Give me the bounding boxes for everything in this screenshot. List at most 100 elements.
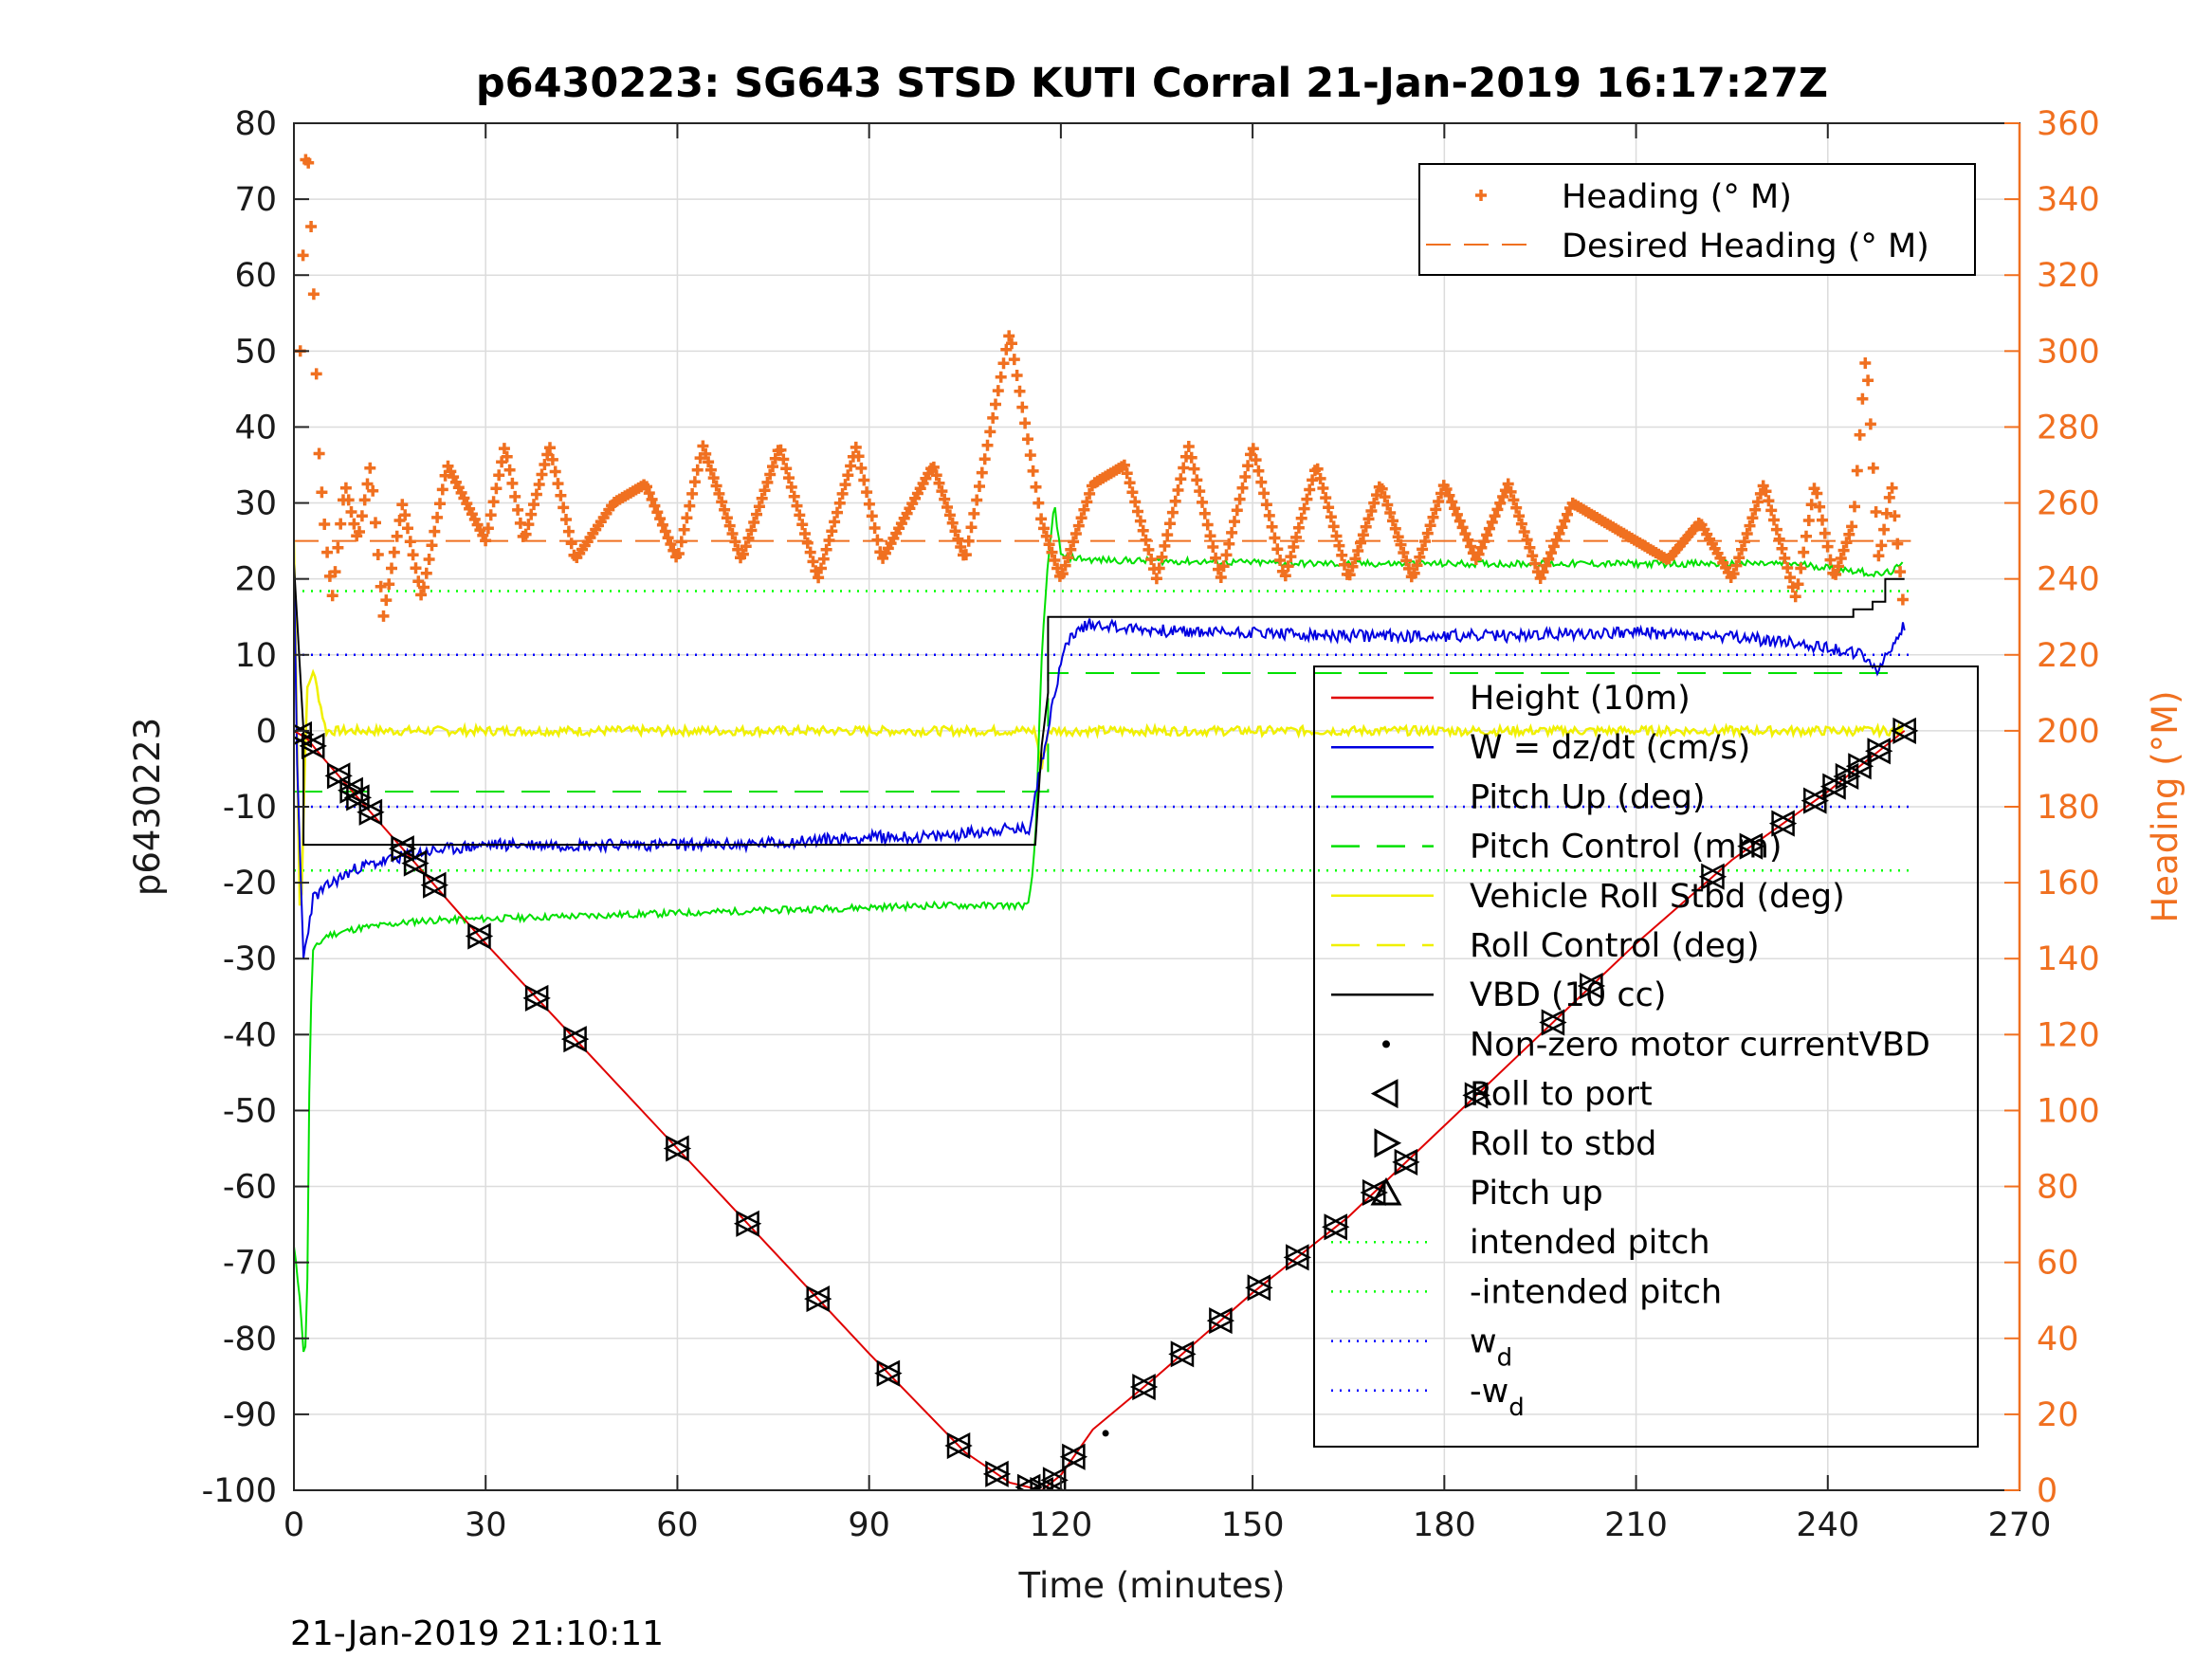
heading-marker	[1837, 544, 1850, 556]
y-tick-label: 40	[234, 409, 277, 447]
heading-marker	[740, 540, 752, 553]
heading-marker	[820, 543, 832, 556]
heading-marker	[855, 462, 868, 474]
heading-marker	[1417, 543, 1429, 556]
heading-marker	[1864, 418, 1876, 430]
heading-marker	[962, 535, 975, 547]
x-axis-label: Time (minutes)	[1018, 1565, 1286, 1606]
heading-marker	[1395, 538, 1407, 551]
heading-marker	[436, 483, 448, 496]
heading-marker	[1339, 558, 1350, 571]
roll-to-stbd-marker	[1324, 1213, 1350, 1241]
heading-marker	[704, 464, 717, 476]
heading-marker	[737, 548, 749, 560]
heading-marker	[665, 538, 677, 550]
heading-marker	[1285, 551, 1297, 563]
heading-marker	[866, 510, 878, 522]
heading-marker	[1068, 536, 1080, 548]
roll-to-stbd-marker	[1803, 787, 1830, 814]
heading-marker	[1896, 593, 1909, 606]
axes-group: 0 30 60 90 120 150 180 210 240 270-100-90-80-70-6…	[202, 105, 2100, 1544]
heading-marker	[297, 249, 309, 262]
roll-to-stbd-marker	[1016, 1473, 1043, 1490]
heading-marker	[1773, 533, 1785, 545]
x-tick-label: 120	[1029, 1506, 1092, 1544]
heading-marker	[729, 536, 741, 548]
legend-main-label: Pitch Control (mm)	[1470, 829, 1782, 866]
heading-marker	[339, 482, 352, 494]
heading-marker	[707, 472, 720, 484]
heading-marker	[501, 450, 513, 463]
heading-marker	[1510, 501, 1523, 514]
heading-marker	[335, 518, 347, 530]
heading-marker	[1333, 539, 1345, 552]
heading-marker	[1069, 528, 1082, 539]
heading-marker	[726, 528, 739, 539]
heading-marker	[1389, 522, 1401, 535]
roll-to-stbd-marker	[326, 762, 353, 790]
heading-marker	[503, 464, 516, 476]
y-tick-label: 20	[234, 561, 277, 599]
heading-marker	[1529, 557, 1542, 570]
x-tick-label: 180	[1413, 1506, 1476, 1544]
heading-marker	[482, 522, 494, 535]
heading-marker	[549, 465, 561, 478]
heading-marker	[1867, 462, 1879, 474]
roll-to-stbd-marker	[1867, 738, 1893, 765]
heading-marker	[1169, 495, 1181, 507]
roll-to-stbd-marker	[301, 732, 327, 759]
heading-marker	[490, 483, 503, 495]
y2-tick-label: 280	[2037, 409, 2100, 447]
heading-marker	[1784, 572, 1796, 584]
heading-marker	[1250, 454, 1262, 466]
heading-marker	[1172, 484, 1184, 496]
heading-marker	[354, 526, 365, 538]
heading-marker	[836, 487, 849, 500]
roll-to-stbd-marker	[1030, 1476, 1056, 1490]
heading-marker	[560, 514, 572, 525]
heading-marker	[1027, 465, 1039, 477]
roll-to-stbd-marker	[1247, 1274, 1273, 1302]
heading-marker	[415, 589, 428, 601]
y2-tick-label: 260	[2037, 485, 2100, 523]
heading-marker	[1870, 506, 1882, 518]
heading-marker	[1515, 518, 1527, 530]
heading-marker	[1124, 477, 1136, 489]
roll-to-stbd-marker	[946, 1431, 973, 1460]
heading-marker	[1835, 553, 1847, 564]
heading-marker	[313, 447, 325, 460]
heading-marker	[1752, 496, 1764, 508]
heading-marker	[1011, 370, 1023, 381]
heading-marker	[721, 512, 733, 524]
heading-marker	[1194, 485, 1206, 498]
heading-marker	[1421, 527, 1434, 539]
heading-marker	[1043, 538, 1055, 551]
roll-to-stbd-marker	[1286, 1244, 1312, 1271]
heading-marker	[748, 517, 760, 528]
heading-marker	[1198, 507, 1211, 520]
heading-marker	[1022, 433, 1033, 446]
heading-marker	[1062, 552, 1074, 564]
heading-marker	[493, 469, 505, 482]
heading-marker	[1553, 527, 1565, 539]
heading-marker	[1534, 573, 1546, 584]
legend-top-label: Desired Heading (° M)	[1562, 228, 1929, 265]
heading-marker	[646, 493, 658, 505]
heading-marker	[1207, 541, 1219, 553]
heading-marker	[1223, 538, 1235, 550]
heading-marker	[775, 444, 787, 456]
heading-marker	[412, 575, 425, 588]
heading-marker	[943, 509, 956, 521]
series-pitch-control-mm	[294, 672, 1905, 793]
roll-to-stbd-marker	[346, 784, 373, 811]
heading-marker	[691, 464, 704, 476]
heading-marker	[1817, 514, 1828, 526]
series-height-10m	[294, 730, 1906, 1490]
roll-to-stbd-marker	[1170, 1340, 1197, 1368]
heading-marker	[1505, 485, 1517, 498]
heading-marker	[1392, 531, 1404, 543]
heading-marker	[562, 525, 575, 538]
heading-marker	[1024, 449, 1036, 462]
heading-marker	[955, 541, 967, 553]
